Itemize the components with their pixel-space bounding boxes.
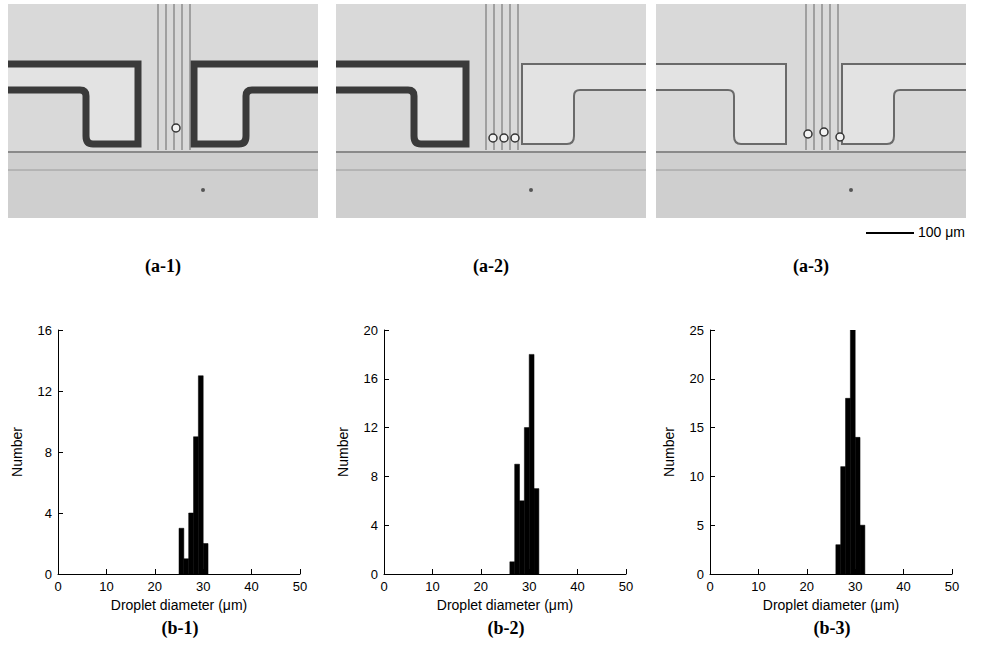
svg-text:10: 10 [425,579,439,594]
svg-text:12: 12 [38,384,52,399]
svg-text:0: 0 [706,579,713,594]
html-text:100 μm: 100 μm [918,224,965,240]
svg-text:Droplet diameter (μm): Droplet diameter (μm) [763,597,899,613]
svg-text:0: 0 [380,579,387,594]
svg-text:10: 10 [99,579,113,594]
svg-text:20: 20 [690,371,704,386]
svg-text:4: 4 [371,518,378,533]
svg-text:0: 0 [45,567,52,582]
svg-text:20: 20 [800,579,814,594]
svg-text:20: 20 [474,579,488,594]
svg-text:0: 0 [371,567,378,582]
svg-text:20: 20 [148,579,162,594]
svg-text:8: 8 [371,469,378,484]
svg-text:0: 0 [54,579,61,594]
svg-text:5: 5 [697,518,704,533]
html-text:(a-1): (a-1) [145,256,181,276]
svg-text:20: 20 [364,323,378,338]
svg-text:Number: Number [335,427,351,477]
html-text:(b-2): (b-2) [487,618,525,638]
svg-text:50: 50 [293,579,307,594]
svg-text:4: 4 [45,506,52,521]
html-text:(a-3): (a-3) [793,256,829,276]
svg-text:Droplet diameter (μm): Droplet diameter (μm) [437,597,573,613]
svg-text:Number: Number [9,427,25,477]
svg-text:40: 40 [896,579,910,594]
html-text:(b-3): (b-3) [813,618,851,638]
html-text:(b-1): (b-1) [161,618,199,638]
svg-text:40: 40 [570,579,584,594]
svg-text:25: 25 [690,323,704,338]
html-text:(a-2): (a-2) [473,256,509,276]
svg-text:0: 0 [697,567,704,582]
svg-text:10: 10 [751,579,765,594]
svg-text:50: 50 [619,579,633,594]
svg-text:10: 10 [690,469,704,484]
svg-text:15: 15 [690,420,704,435]
svg-text:50: 50 [945,579,959,594]
svg-text:16: 16 [38,323,52,338]
svg-text:8: 8 [45,445,52,460]
svg-text:16: 16 [364,371,378,386]
svg-text:40: 40 [244,579,258,594]
svg-text:30: 30 [848,579,862,594]
svg-text:30: 30 [196,579,210,594]
svg-text:Number: Number [661,427,677,477]
svg-text:30: 30 [522,579,536,594]
svg-text:Droplet diameter (μm): Droplet diameter (μm) [111,597,247,613]
svg-text:12: 12 [364,420,378,435]
